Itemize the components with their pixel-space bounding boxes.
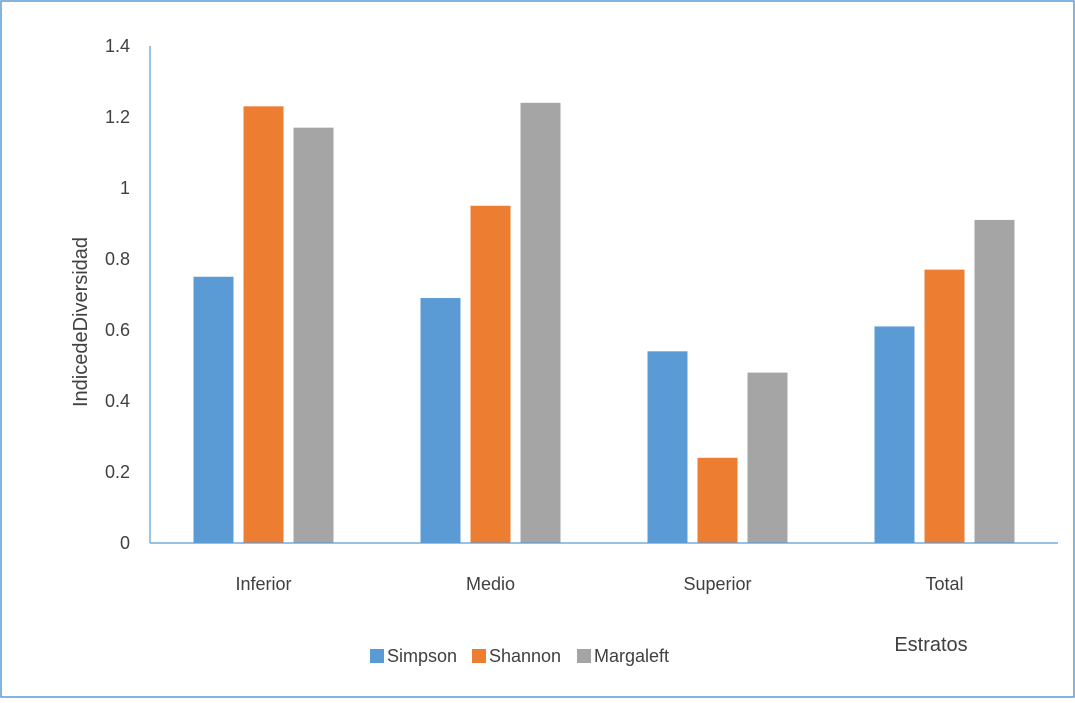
x-tick-label: Total — [925, 574, 963, 594]
x-tick-labels: Inferior Medio Superior Total — [235, 574, 963, 594]
bar-shannon-medio — [470, 205, 511, 543]
bar-margaleft-inferior — [293, 127, 334, 544]
bar-simpson-superior — [647, 351, 688, 543]
bar-simpson-medio — [420, 298, 461, 543]
legend: Simpson Shannon Margaleft — [370, 646, 669, 666]
legend-swatch-shannon — [472, 649, 486, 663]
y-tick-label: 0.6 — [105, 320, 130, 340]
legend-label-shannon: Shannon — [489, 646, 561, 666]
bar-simpson-total — [874, 326, 915, 543]
y-tick-label: 1.4 — [105, 36, 130, 56]
legend-swatch-simpson — [370, 649, 384, 663]
y-tick-label: 1.2 — [105, 107, 130, 127]
bar-shannon-total — [924, 269, 965, 543]
bar-simpson-inferior — [193, 276, 234, 543]
y-tick-labels: 0 0.2 0.4 0.6 0.8 1 1.2 1.4 — [105, 36, 130, 553]
y-tick-label: 0.2 — [105, 462, 130, 482]
bars-layer — [193, 102, 1015, 544]
bar-shannon-inferior — [243, 106, 284, 543]
bar-margaleft-total — [974, 219, 1015, 543]
bar-margaleft-medio — [520, 102, 561, 544]
legend-swatch-margaleft — [577, 649, 591, 663]
y-tick-label: 0.4 — [105, 391, 130, 411]
bar-shannon-superior — [697, 457, 738, 543]
y-tick-label: 0.8 — [105, 249, 130, 269]
legend-label-simpson: Simpson — [387, 646, 457, 666]
x-tick-label: Superior — [683, 574, 751, 594]
x-tick-label: Medio — [466, 574, 515, 594]
legend-label-margaleft: Margaleft — [594, 646, 669, 666]
axes-layer — [149, 46, 1058, 544]
x-axis-label: Estratos — [894, 634, 967, 656]
y-axis-label: IndicedeDiversidad — [70, 237, 92, 407]
y-tick-label: 0 — [120, 533, 130, 553]
x-tick-label: Inferior — [235, 574, 291, 594]
bar-margaleft-superior — [747, 372, 788, 543]
y-tick-label: 1 — [120, 178, 130, 198]
